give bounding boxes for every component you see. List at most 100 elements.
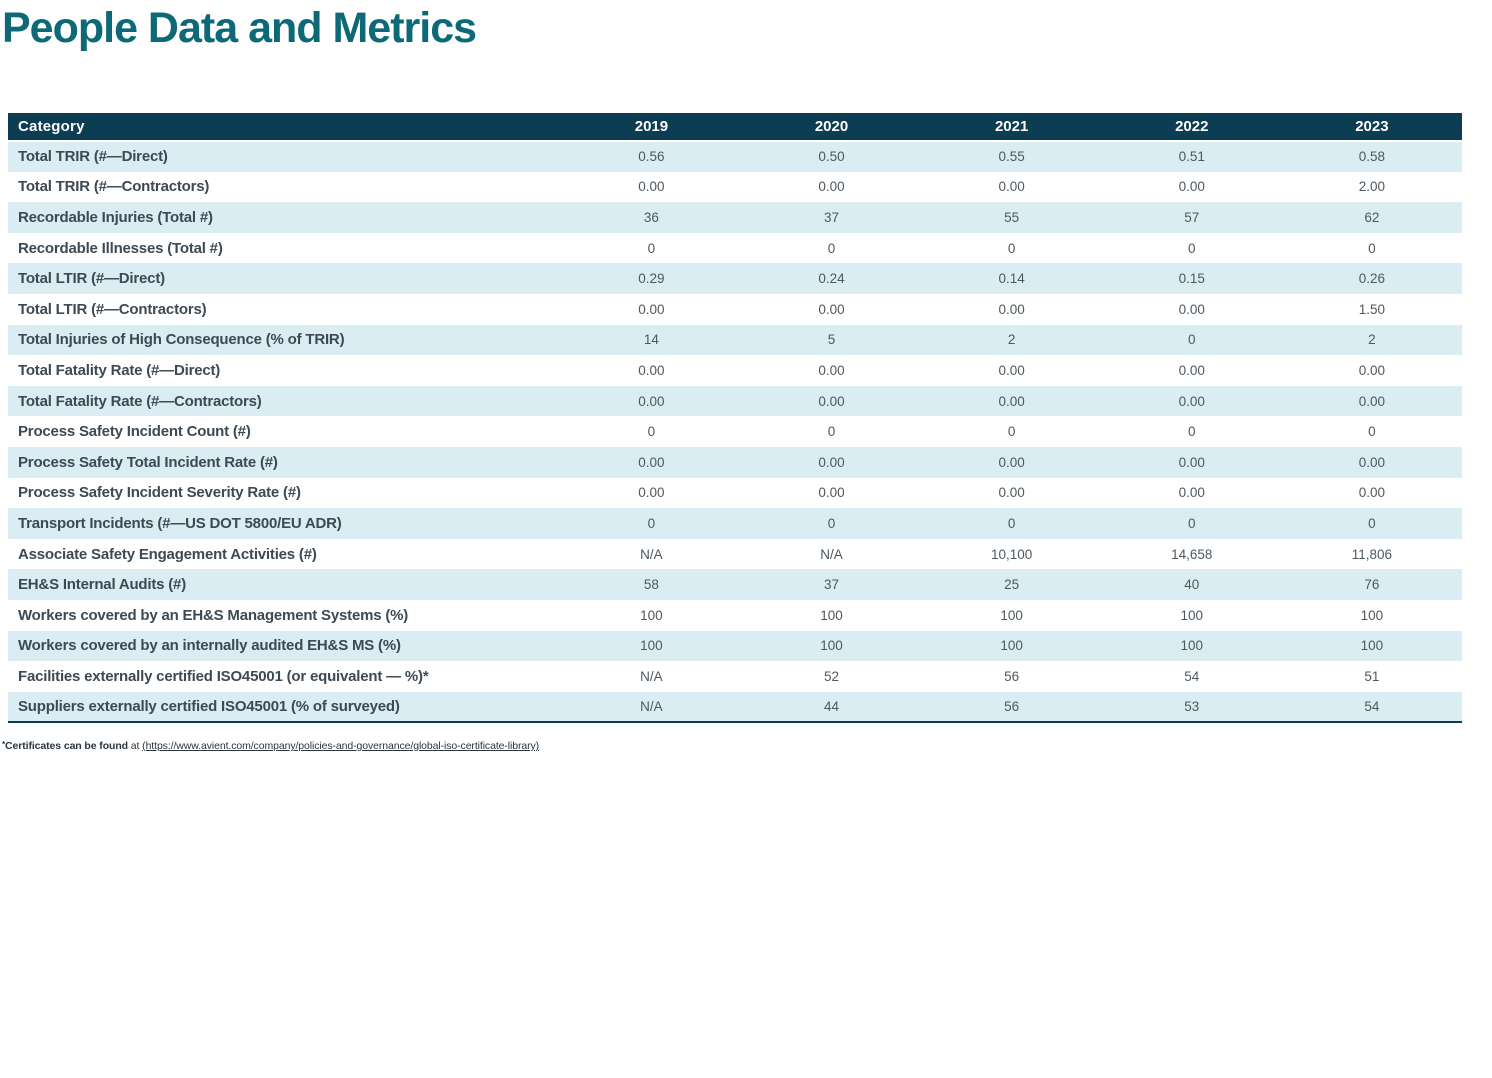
value-cell: 100 [741,599,922,631]
value-cell: 2.00 [1281,171,1462,203]
value-cell: 10,100 [921,538,1102,570]
value-cell: 0.00 [741,385,922,417]
value-cell: 14 [561,324,742,356]
value-cell: 51 [1281,661,1462,692]
value-cell: 55 [921,202,1102,233]
value-cell: 56 [921,691,1102,723]
value-cell: 0.00 [1101,171,1282,203]
value-cell: 0 [921,508,1102,539]
value-cell: 0 [1281,508,1462,539]
value-cell: 2 [921,324,1102,356]
category-cell: Total TRIR (#—Contractors) [8,171,562,203]
value-cell: 0 [1101,416,1282,447]
table-row: Total TRIR (#—Contractors) 0.00 0.00 0.00 0.… [8,171,1462,203]
value-cell: 0.00 [921,355,1102,386]
table-row: Process Safety Incident Count (#) 0 0 0 0 0 [8,416,1462,447]
footnote-certificate-link[interactable]: (https://www.avient.com/company/policies… [142,740,540,752]
value-cell: 100 [561,599,742,631]
value-cell: 0.00 [1281,385,1462,417]
value-cell: 2 [1281,324,1462,356]
value-cell: 5 [741,324,922,356]
table-row: EH&S Internal Audits (#) 58 37 25 40 76 [8,569,1462,600]
value-cell: 0.15 [1101,263,1282,294]
value-cell: 0 [1101,232,1282,264]
value-cell: 37 [741,202,922,233]
column-header-category: Category [8,113,562,142]
value-cell: 0.58 [1281,141,1462,172]
value-cell: 1.50 [1281,293,1462,325]
value-cell: 0.50 [741,141,922,172]
footnote: *Certificates can be found at (https://w… [2,740,539,752]
category-cell: Workers covered by an internally audited… [8,630,562,662]
category-cell: Recordable Injuries (Total #) [8,202,562,233]
category-cell: Transport Incidents (#—US DOT 5800/EU AD… [8,508,562,539]
value-cell: 0 [561,232,742,264]
value-cell: 100 [1101,630,1282,662]
value-cell: 0.00 [741,171,922,203]
table-row: Process Safety Incident Severity Rate (#… [8,477,1462,509]
value-cell: N/A [561,538,742,570]
value-cell: N/A [741,538,922,570]
value-cell: 0 [1101,324,1282,356]
value-cell: 25 [921,569,1102,600]
value-cell: 100 [1281,599,1462,631]
table-row: Total Fatality Rate (#—Contractors) 0.00 0… [8,385,1462,417]
value-cell: 0.00 [561,355,742,386]
value-cell: 0.00 [921,293,1102,325]
value-cell: 0 [921,232,1102,264]
value-cell: 100 [921,599,1102,631]
value-cell: 100 [741,630,922,662]
category-cell: Facilities externally certified ISO45001… [8,661,562,692]
value-cell: 62 [1281,202,1462,233]
page-title: People Data and Metrics [2,4,477,52]
value-cell: 100 [561,630,742,662]
column-header-2020: 2020 [741,113,922,142]
value-cell: 0 [741,416,922,447]
value-cell: 0.00 [561,477,742,509]
value-cell: 0.00 [1281,446,1462,478]
value-cell: 0.51 [1101,141,1282,172]
value-cell: 0.14 [921,263,1102,294]
value-cell: 0.00 [561,446,742,478]
value-cell: 11,806 [1281,538,1462,570]
footnote-asterisk: * [2,740,6,749]
value-cell: 0.00 [741,446,922,478]
category-cell: Associate Safety Engagement Activities (… [8,538,562,570]
value-cell: 0 [1101,508,1282,539]
value-cell: N/A [561,661,742,692]
value-cell: 37 [741,569,922,600]
value-cell: 0.55 [921,141,1102,172]
value-cell: 52 [741,661,922,692]
value-cell: 56 [921,661,1102,692]
column-header-2021: 2021 [921,113,1102,142]
value-cell: 100 [1281,630,1462,662]
value-cell: 40 [1101,569,1282,600]
value-cell: 0.00 [1281,477,1462,509]
column-header-2023: 2023 [1281,113,1462,142]
value-cell: 0 [741,232,922,264]
value-cell: 0.00 [741,293,922,325]
table-body: Total TRIR (#—Direct) 0.56 0.50 0.55 0.51 0.5… [8,141,1462,723]
category-cell: Recordable Illnesses (Total #) [8,232,562,264]
value-cell: 0.00 [1101,355,1282,386]
value-cell: 0.00 [1101,293,1282,325]
value-cell: 0.00 [1101,385,1282,417]
value-cell: 0.00 [741,477,922,509]
category-cell: Process Safety Total Incident Rate (#) [8,446,562,478]
value-cell: 0 [921,416,1102,447]
value-cell: 0.00 [561,171,742,203]
table-row: Total TRIR (#—Direct) 0.56 0.50 0.55 0.51 0.5… [8,141,1462,172]
category-cell: Total Injuries of High Consequence (% of… [8,324,562,356]
value-cell: 0.00 [1101,446,1282,478]
value-cell: 0.00 [561,385,742,417]
value-cell: 54 [1281,691,1462,723]
value-cell: 0 [741,508,922,539]
category-cell: Total Fatality Rate (#—Direct) [8,355,562,386]
category-cell: Total LTIR (#—Direct) [8,263,562,294]
value-cell: 0.00 [921,385,1102,417]
value-cell: 0 [1281,416,1462,447]
table-row: Workers covered by an internally audited… [8,630,1462,662]
people-metrics-table: Category 2019 2020 2021 2022 2023 Total … [8,113,1462,724]
category-cell: Process Safety Incident Count (#) [8,416,562,447]
value-cell: 0.29 [561,263,742,294]
